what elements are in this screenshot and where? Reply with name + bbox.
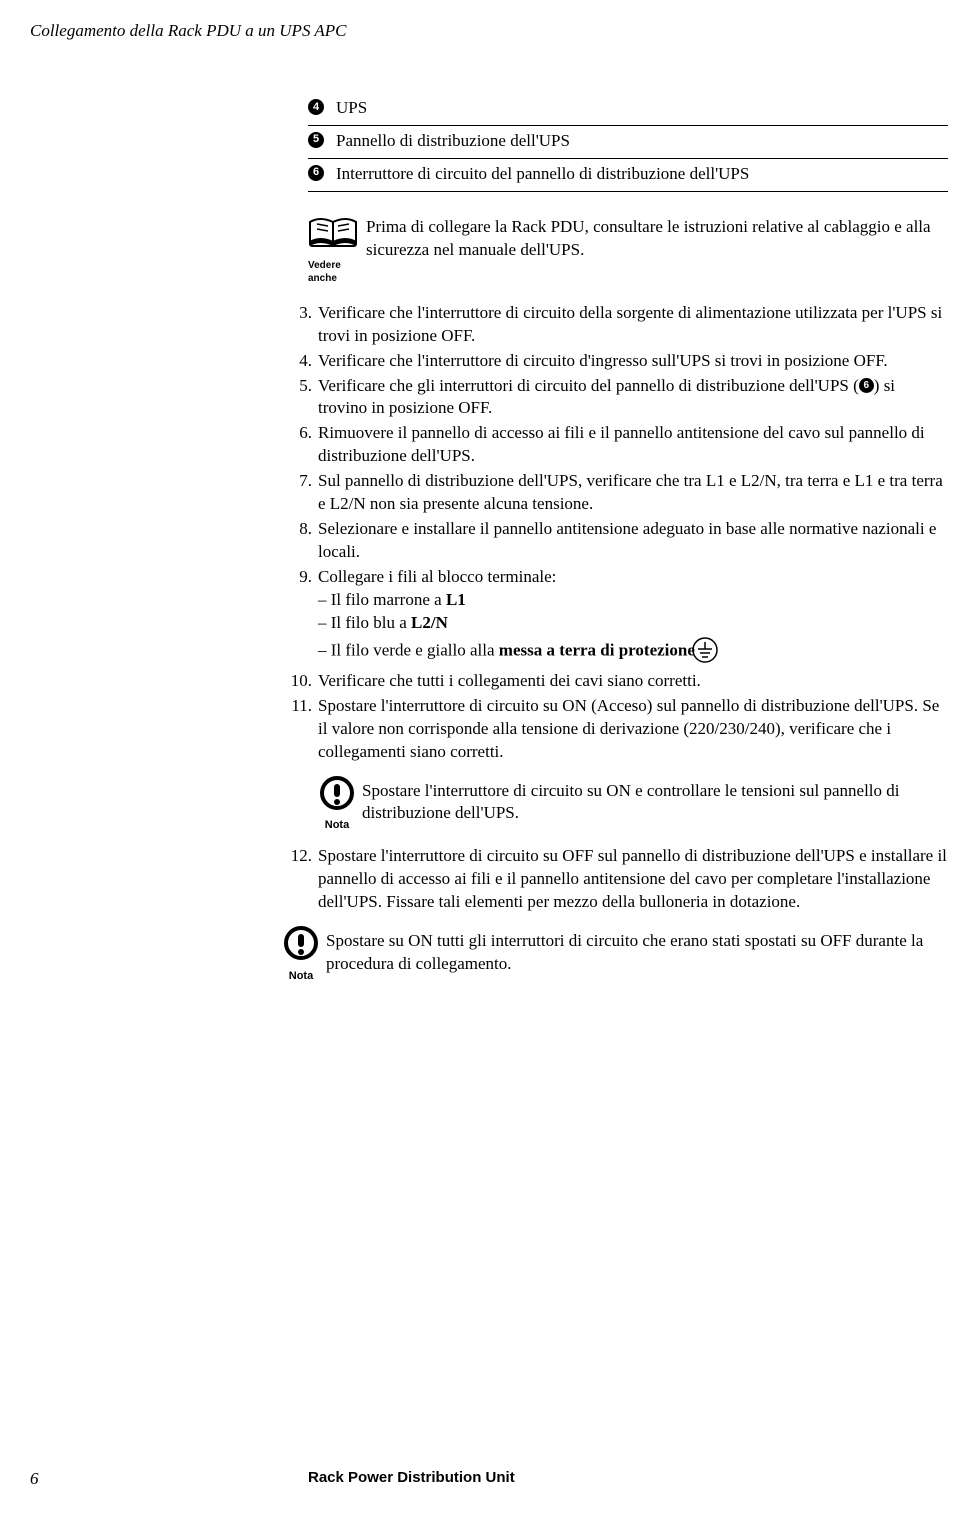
step-text: Rimuovere il pannello di accesso ai fili… <box>318 422 948 468</box>
step-number: 12. <box>280 845 318 914</box>
legend-number-5: 5 <box>308 132 324 148</box>
inline-number-6: 6 <box>859 378 874 393</box>
table-row: 5 Pannello di distribuzione dell'UPS <box>308 126 948 159</box>
page-footer: 6 Rack Power Distribution Unit <box>30 1468 930 1491</box>
note-text: Spostare su ON tutti gli interruttori di… <box>322 926 948 976</box>
step-number: 3. <box>280 302 318 348</box>
legend-label: UPS <box>336 97 367 120</box>
step-text: Spostare l'interruttore di circuito su O… <box>318 845 948 914</box>
step-6: 6. Rimuovere il pannello di accesso ai f… <box>280 422 948 468</box>
step-number: 10. <box>280 670 318 693</box>
footer-title: Rack Power Distribution Unit <box>308 1468 515 1491</box>
note-icon <box>284 926 318 960</box>
legend-number-4: 4 <box>308 99 324 115</box>
step-text: Verificare che l'interruttore di circuit… <box>318 302 948 348</box>
step-5: 5. Verificare che gli interruttori di ci… <box>280 375 948 421</box>
note-icon <box>320 776 354 810</box>
step-7: 7. Sul pannello di distribuzione dell'UP… <box>280 470 948 516</box>
step-number: 11. <box>280 695 318 764</box>
note-block: Nota Spostare l'interruttore di circuito… <box>316 776 948 834</box>
step-number: 8. <box>280 518 318 564</box>
step-text: Sul pannello di distribuzione dell'UPS, … <box>318 470 948 516</box>
step-text: Verificare che l'interruttore di circuit… <box>318 350 948 373</box>
legend-table: 4 UPS 5 Pannello di distribuzione dell'U… <box>308 93 948 192</box>
step-text: Selezionare e installare il pannello ant… <box>318 518 948 564</box>
page-number: 6 <box>30 1468 308 1491</box>
sub-item: – Il filo marrone a L1 <box>318 589 948 612</box>
page-header: Collegamento della Rack PDU a un UPS APC <box>30 20 930 43</box>
table-row: 6 Interruttore di circuito del pannello … <box>308 159 948 192</box>
books-icon: Vedere anche <box>308 214 358 286</box>
step-text: Verificare che tutti i collegamenti dei … <box>318 670 948 693</box>
step-11: 11. Spostare l'interruttore di circuito … <box>280 695 948 764</box>
note-text: Spostare l'interruttore di circuito su O… <box>358 776 948 826</box>
note-label: Nota <box>280 969 322 984</box>
ground-icon <box>705 637 718 670</box>
step-4: 4. Verificare che l'interruttore di circ… <box>280 350 948 373</box>
step-8: 8. Selezionare e installare il pannello … <box>280 518 948 564</box>
see-also-text: Prima di collegare la Rack PDU, consulta… <box>366 214 948 262</box>
step-number: 4. <box>280 350 318 373</box>
steps-list: 3. Verificare che l'interruttore di circ… <box>280 302 948 984</box>
note-block: Nota Spostare su ON tutti gli interrutto… <box>280 926 948 984</box>
see-also-label: Vedere anche <box>308 259 358 286</box>
step-text: Collegare i fili al blocco terminale: – … <box>318 566 948 668</box>
step-12: 12. Spostare l'interruttore di circuito … <box>280 845 948 914</box>
step-number: 9. <box>280 566 318 668</box>
legend-label: Interruttore di circuito del pannello di… <box>336 163 749 186</box>
step-10: 10. Verificare che tutti i collegamenti … <box>280 670 948 693</box>
step-text: Spostare l'interruttore di circuito su O… <box>318 695 948 764</box>
step-9: 9. Collegare i fili al blocco terminale:… <box>280 566 948 668</box>
legend-label: Pannello di distribuzione dell'UPS <box>336 130 570 153</box>
see-also-block: Vedere anche Prima di collegare la Rack … <box>308 214 948 286</box>
step-text: Verificare che gli interruttori di circu… <box>318 375 948 421</box>
sub-item: – Il filo blu a L2/N <box>318 612 948 635</box>
note-label: Nota <box>316 818 358 833</box>
step-number: 6. <box>280 422 318 468</box>
step-3: 3. Verificare che l'interruttore di circ… <box>280 302 948 348</box>
table-row: 4 UPS <box>308 93 948 126</box>
legend-number-6: 6 <box>308 165 324 181</box>
sub-item: – Il filo verde e giallo alla messa a te… <box>318 635 948 668</box>
step-number: 7. <box>280 470 318 516</box>
step-number: 5. <box>280 375 318 421</box>
